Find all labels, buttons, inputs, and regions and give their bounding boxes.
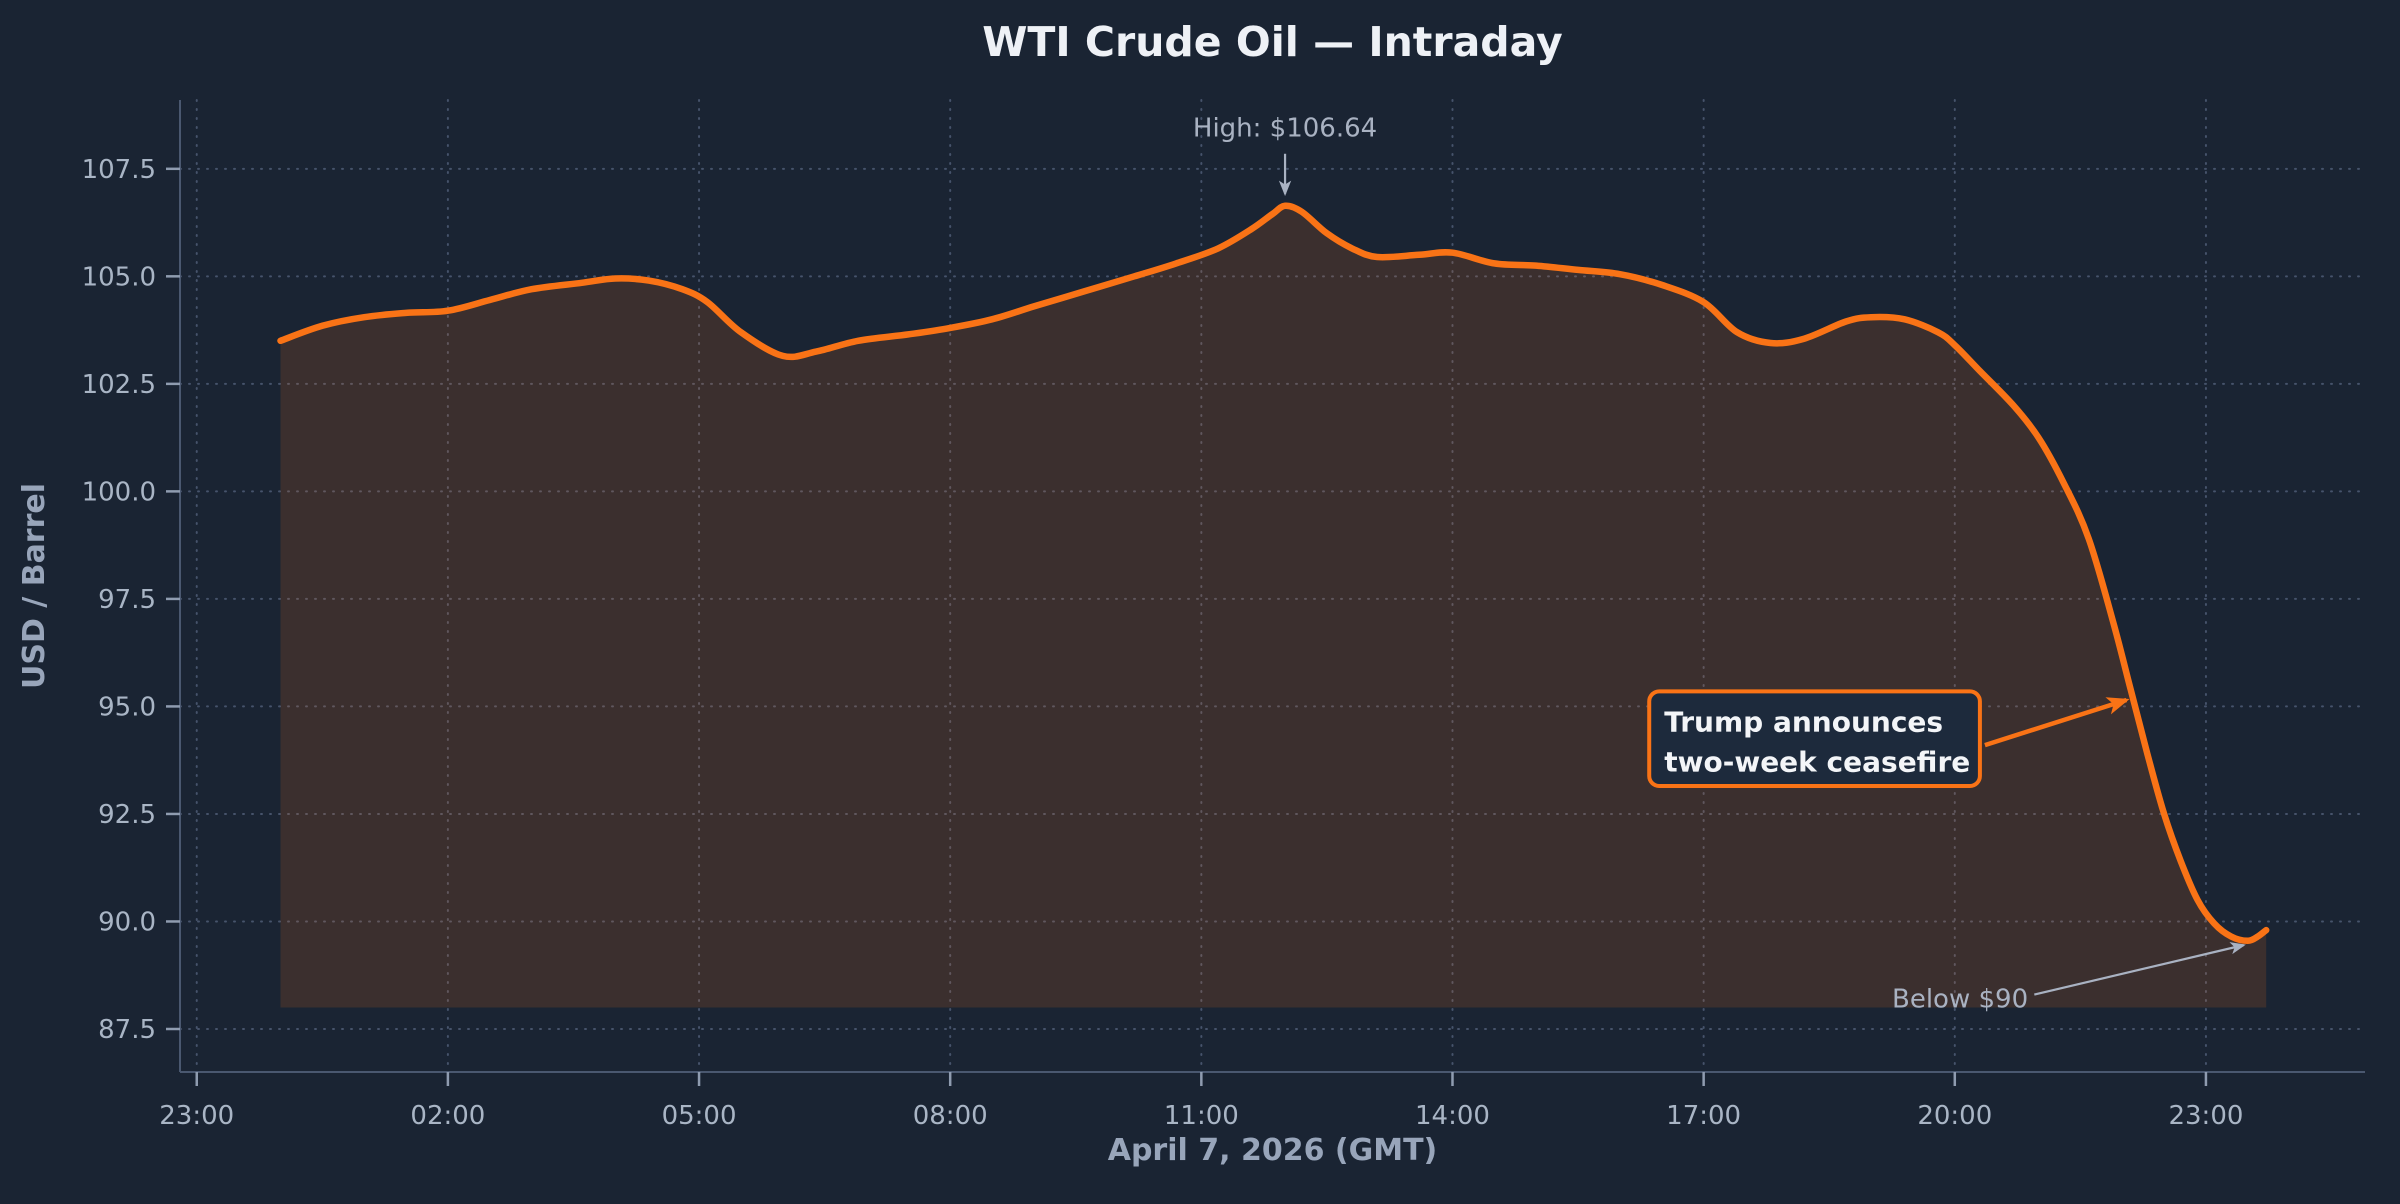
chart-title: WTI Crude Oil — Intraday	[982, 18, 1563, 66]
x-tick-label: 02:00	[410, 1101, 485, 1131]
below-90-annotation-label: Below $90	[1892, 984, 2028, 1014]
high-annotation-label: High: $106.64	[1193, 114, 1377, 144]
y-axis-label: USD / Barrel	[17, 483, 52, 689]
ceasefire-box-rect	[1647, 689, 1982, 788]
x-tick-label: 20:00	[1917, 1101, 1992, 1131]
y-tick-label: 105.0	[82, 262, 156, 292]
ceasefire-annotation-line2: two-week ceasefire	[1664, 745, 1970, 778]
ceasefire-annotation-box	[1647, 689, 1982, 788]
price-line	[277, 202, 2270, 945]
y-tick-label: 87.5	[98, 1015, 156, 1045]
ceasefire-annotation-line1: Trump announces	[1664, 705, 1943, 738]
y-tick-label: 95.0	[98, 692, 156, 722]
y-tick-label: 102.5	[82, 370, 156, 400]
x-tick-label: 08:00	[913, 1101, 988, 1131]
axes: 87.5 90.0 92.5 95.0 97.5 100.0 102.5 105.0 107.5…	[82, 100, 2365, 1131]
x-axis-label: April 7, 2026 (GMT)	[1108, 1133, 1438, 1168]
below-90-annotation-arrow	[2034, 942, 2246, 996]
x-tick-label: 11:00	[1164, 1101, 1239, 1131]
x-tick-label: 23:00	[2168, 1101, 2243, 1131]
annotation-arrows	[1278, 153, 2246, 996]
price-area-fill	[280, 205, 2267, 1008]
gridlines	[179, 99, 2366, 1073]
y-tick-label: 100.0	[82, 477, 156, 507]
y-tick-label: 90.0	[98, 907, 156, 937]
y-tick-label: 92.5	[98, 800, 156, 830]
price-series	[277, 202, 2270, 1008]
y-tick-label: 107.5	[82, 155, 156, 185]
x-tick-label: 23:00	[159, 1101, 234, 1131]
y-tick-label: 97.5	[98, 585, 156, 615]
x-tick-label: 14:00	[1415, 1101, 1490, 1131]
x-tick-label: 05:00	[662, 1101, 737, 1131]
ceasefire-annotation-arrow	[1984, 697, 2130, 748]
x-tick-label: 17:00	[1666, 1101, 1741, 1131]
